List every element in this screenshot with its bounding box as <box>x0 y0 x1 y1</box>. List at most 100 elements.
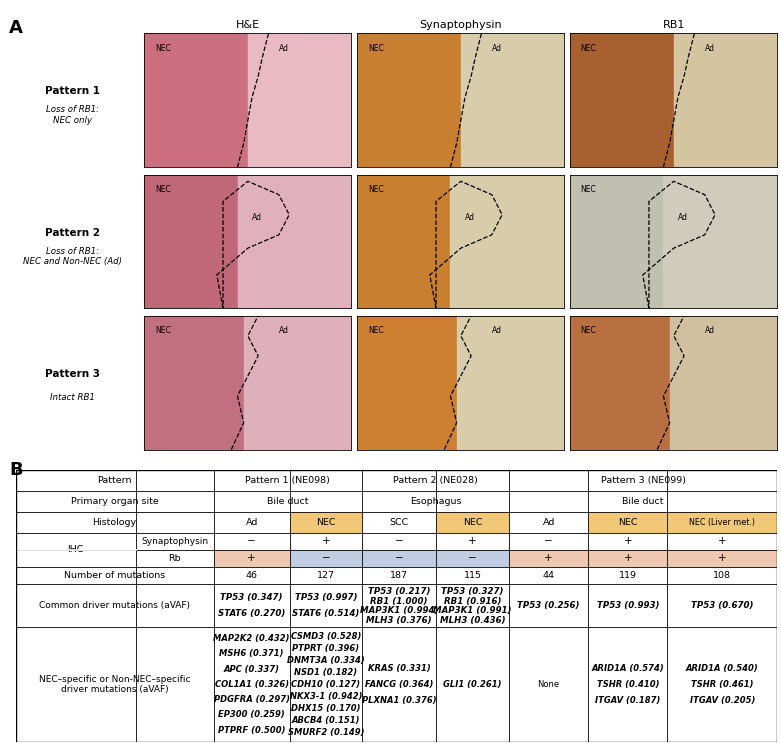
Text: ABCB4 (0.151): ABCB4 (0.151) <box>291 716 360 725</box>
Text: STAT6 (0.270): STAT6 (0.270) <box>218 609 285 618</box>
Text: 187: 187 <box>390 571 408 580</box>
Text: +: + <box>623 553 632 563</box>
Text: −: − <box>544 536 553 546</box>
Text: Ad: Ad <box>252 213 262 222</box>
Text: +: + <box>718 553 726 563</box>
Text: Pattern 3: Pattern 3 <box>45 369 100 379</box>
Bar <box>290 550 362 567</box>
Text: Rb: Rb <box>169 554 181 562</box>
Text: MAP2K2 (0.432): MAP2K2 (0.432) <box>213 635 290 643</box>
Text: NEC: NEC <box>316 518 336 527</box>
Text: Ad: Ad <box>279 44 289 53</box>
Text: NEC: NEC <box>368 326 383 336</box>
Bar <box>668 470 777 490</box>
Text: ARID1A (0.574): ARID1A (0.574) <box>591 663 664 672</box>
Text: STAT6 (0.514): STAT6 (0.514) <box>292 609 359 618</box>
Bar <box>588 512 668 533</box>
Bar <box>436 470 509 490</box>
Text: +: + <box>718 536 726 546</box>
Text: Ad: Ad <box>492 326 502 336</box>
Bar <box>436 567 509 584</box>
Bar <box>144 175 237 308</box>
Bar <box>588 567 668 584</box>
Text: MLH3 (0.436): MLH3 (0.436) <box>440 616 505 625</box>
Text: NEC: NEC <box>618 518 637 527</box>
Text: Bile duct: Bile duct <box>622 496 664 506</box>
Bar <box>509 627 588 742</box>
Text: Ad: Ad <box>492 44 502 53</box>
Bar <box>509 512 588 533</box>
Text: CSMD3 (0.528): CSMD3 (0.528) <box>291 632 361 640</box>
Bar <box>214 567 290 584</box>
Text: −: − <box>394 553 404 563</box>
Text: TP53 (0.217): TP53 (0.217) <box>368 587 430 596</box>
Text: 44: 44 <box>543 571 555 580</box>
Text: Intact RB1: Intact RB1 <box>50 393 95 402</box>
Text: NEC: NEC <box>155 326 170 336</box>
Text: Number of mutations: Number of mutations <box>64 571 166 580</box>
Bar <box>436 490 509 512</box>
Bar <box>436 584 509 627</box>
Bar <box>436 550 509 567</box>
Text: NEC: NEC <box>368 44 383 53</box>
Text: NEC: NEC <box>581 44 597 53</box>
Text: GLI1 (0.261): GLI1 (0.261) <box>444 680 501 689</box>
Bar <box>362 584 436 627</box>
Bar <box>362 533 436 550</box>
Bar <box>588 584 668 627</box>
Bar <box>244 316 351 450</box>
Text: Histology: Histology <box>93 518 137 527</box>
Bar <box>509 584 588 627</box>
Text: DNMT3A (0.334): DNMT3A (0.334) <box>287 656 365 665</box>
Bar <box>436 512 509 533</box>
Bar <box>669 316 777 450</box>
Text: COL1A1 (0.326): COL1A1 (0.326) <box>215 680 289 689</box>
Bar <box>588 512 668 533</box>
Bar <box>290 490 362 512</box>
Bar <box>136 512 213 533</box>
Bar <box>588 533 668 550</box>
Text: KRAS (0.331): KRAS (0.331) <box>368 663 430 672</box>
Text: Common driver mutations (aVAF): Common driver mutations (aVAF) <box>39 601 190 610</box>
Bar <box>362 550 436 567</box>
Text: ARID1A (0.540): ARID1A (0.540) <box>686 663 758 672</box>
Bar <box>214 550 290 567</box>
Bar <box>136 470 213 490</box>
Bar <box>362 550 436 567</box>
Bar <box>436 550 509 567</box>
Bar <box>509 550 588 567</box>
Bar <box>588 550 668 567</box>
Bar <box>16 470 136 490</box>
Bar <box>136 550 213 567</box>
Text: NEC–specific or Non-NEC–specific
driver mutations (aVAF): NEC–specific or Non-NEC–specific driver … <box>39 675 191 694</box>
Bar <box>248 33 351 167</box>
Text: Ad: Ad <box>543 518 555 527</box>
Text: NEC: NEC <box>581 185 597 195</box>
Text: PTPRF (0.500): PTPRF (0.500) <box>218 726 285 735</box>
Text: 119: 119 <box>619 571 637 580</box>
Text: Ad: Ad <box>704 326 715 336</box>
Text: Ad: Ad <box>704 44 715 53</box>
Text: TP53 (0.327): TP53 (0.327) <box>441 587 504 596</box>
Bar <box>362 512 436 533</box>
Text: Pattern 1: Pattern 1 <box>45 86 100 97</box>
Bar <box>136 490 213 512</box>
Bar <box>668 512 777 533</box>
Text: NEC: NEC <box>368 185 383 195</box>
Text: DHX15 (0.170): DHX15 (0.170) <box>291 704 361 713</box>
Text: +: + <box>468 536 477 546</box>
Text: 127: 127 <box>317 571 335 580</box>
Text: +: + <box>623 536 632 546</box>
Bar <box>290 533 362 550</box>
Bar <box>16 627 136 742</box>
Text: SCC: SCC <box>390 518 408 527</box>
Text: ITGAV (0.187): ITGAV (0.187) <box>595 696 661 705</box>
Text: Ad: Ad <box>279 326 289 336</box>
Text: NKX3-1 (0.942): NKX3-1 (0.942) <box>290 692 362 701</box>
Text: Bile duct: Bile duct <box>267 496 308 506</box>
Bar <box>358 316 457 450</box>
Bar <box>290 512 362 533</box>
Bar <box>668 567 777 584</box>
Bar <box>451 175 564 308</box>
Bar <box>16 567 136 584</box>
